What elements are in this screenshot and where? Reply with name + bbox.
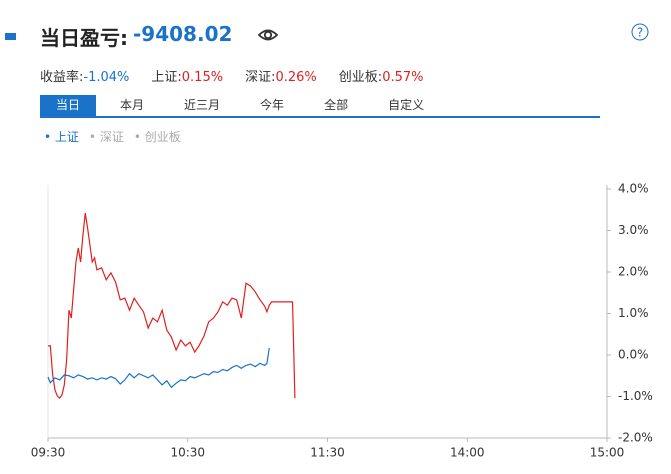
eye-icon[interactable] [257, 24, 279, 46]
stat-value: 0.26% [275, 70, 317, 85]
legend-dot: • [133, 130, 145, 144]
y-tick-label: 3.0% [618, 223, 649, 237]
y-tick-label: 2.0% [618, 265, 649, 279]
legend-dot: • [88, 130, 100, 144]
svg-text:?: ? [637, 26, 643, 40]
legend-label: 深证 [99, 130, 124, 144]
tab[interactable]: 自定义 [388, 98, 425, 112]
tab[interactable]: 全部 [324, 98, 349, 112]
tab[interactable]: 近三月 [184, 98, 221, 112]
stat-label: 上证: [151, 70, 182, 85]
stat: 创业板:0.57% [339, 66, 424, 85]
x-tick-label: 14:00 [450, 446, 485, 460]
legend-item[interactable]: • 上证 [44, 128, 79, 145]
stat-label: 收益率: [40, 70, 84, 85]
title: 当日盈亏: [40, 26, 128, 50]
series-line [47, 347, 270, 389]
legend: • 上证 • 深证 • 创业板 [44, 128, 181, 145]
x-tick-label: 11:30 [310, 446, 345, 460]
stat-value: 0.15% [181, 70, 224, 85]
legend-item[interactable]: • 深证 [89, 128, 124, 145]
x-tick-label: 09:30 [31, 446, 66, 460]
legend-label: 创业板 [144, 130, 181, 144]
stats: 收益率:-1.04% 上证:0.15% 深证:0.26% 创业板:0.57% [40, 66, 424, 85]
tab[interactable]: 当日 [40, 95, 97, 116]
legend-dot: • [44, 130, 55, 144]
stat-value: -1.04% [83, 70, 130, 85]
stat: 深证:0.26% [245, 66, 317, 85]
help-icon[interactable]: ? [631, 23, 649, 41]
y-tick-label: 1.0% [618, 306, 649, 320]
total-pnl: -9408.02 [133, 22, 233, 46]
x-tick-label: 10:30 [170, 446, 205, 460]
y-tick-label: 0.0% [618, 348, 649, 362]
stat: 收益率:-1.04% [40, 66, 129, 85]
y-tick-label: 4.0% [618, 182, 649, 196]
series-line [48, 212, 296, 400]
stat-label: 创业板: [338, 70, 383, 85]
legend-item[interactable]: • 创业板 [134, 128, 181, 145]
x-tick-label: 15:00 [590, 446, 625, 460]
y-tick-label: -2.0% [618, 431, 653, 445]
stat-label: 深证: [245, 70, 276, 85]
stat: 上证:0.15% [151, 66, 223, 85]
marker [5, 33, 16, 40]
tab[interactable]: 本月 [120, 98, 145, 112]
stat-value: 0.57% [382, 70, 424, 85]
legend-label: 上证 [54, 130, 79, 144]
y-tick-label: -1.0% [618, 389, 653, 403]
tabs: 当日 本月 近三月 今年 全部 自定义 [40, 95, 600, 118]
tab[interactable]: 今年 [260, 98, 285, 112]
